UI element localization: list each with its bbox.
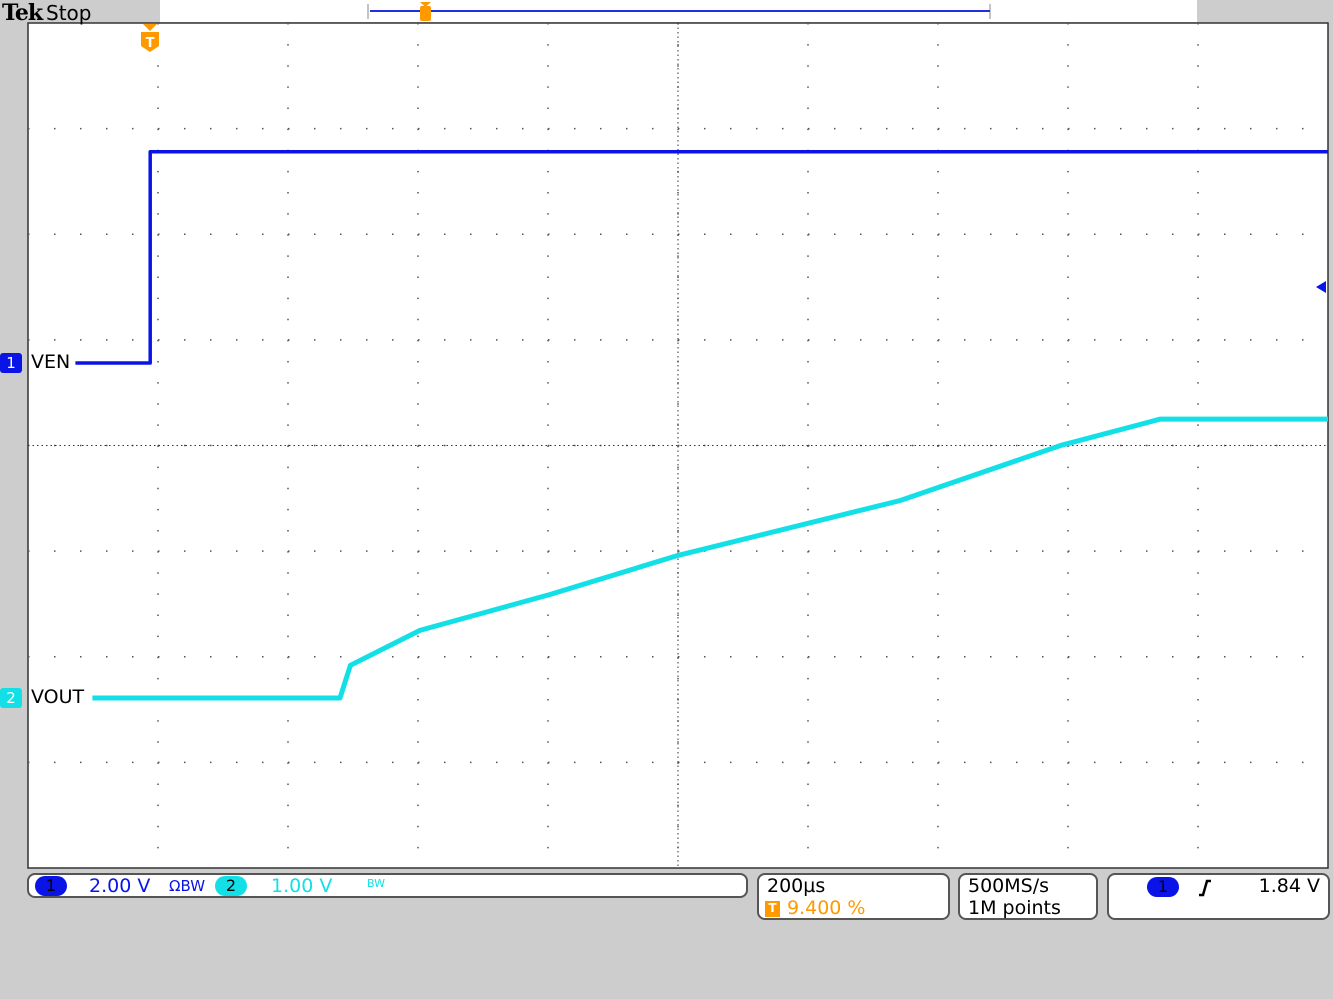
vertical-readout[interactable]: 1 2.00 V ΩBW 2 1.00 V BW — [27, 873, 748, 898]
ch2-scale[interactable]: 1.00 V — [271, 875, 333, 897]
acquisition-readout[interactable]: 500MS/s 1M points — [958, 873, 1098, 920]
grid — [28, 23, 1328, 868]
ch2-bandwidth-icon: BW — [367, 877, 386, 890]
svg-text:T: T — [146, 36, 155, 51]
record-trigger-icon — [420, 2, 431, 21]
trigger-position-small-icon: T — [765, 901, 780, 917]
trigger-level: 1.84 V — [1258, 875, 1320, 897]
ch1-badge[interactable]: 1 — [35, 876, 67, 896]
horizontal-readout[interactable]: 200µs T 9.400 % — [757, 873, 950, 920]
time-per-div: 200µs — [767, 875, 826, 897]
acquisition-status: Stop — [46, 1, 92, 25]
ch2-label: VOUT — [31, 686, 85, 708]
trigger-position: 9.400 % — [787, 897, 866, 919]
ch2-ground-marker[interactable]: 2 — [0, 688, 22, 708]
rising-edge-icon — [1199, 879, 1211, 897]
brand-logo: Tek — [2, 0, 43, 26]
ch1-label: VEN — [31, 351, 71, 373]
ch2-badge[interactable]: 2 — [215, 876, 247, 896]
ch1-ground-marker[interactable]: 1 — [0, 353, 22, 373]
ch1-bandwidth-icon: ΩBW — [169, 877, 206, 895]
sample-rate: 500MS/s — [968, 875, 1050, 897]
trigger-readout[interactable]: 1 1.84 V — [1107, 873, 1330, 920]
trigger-source-badge: 1 — [1147, 877, 1179, 897]
trace-ven — [75, 150, 1328, 365]
ch1-scale[interactable]: 2.00 V — [89, 875, 151, 897]
record-length: 1M points — [968, 897, 1061, 919]
trigger-position-icon: T — [141, 24, 159, 52]
trace-vout — [92, 416, 1328, 701]
trigger-level-icon — [1316, 281, 1326, 293]
